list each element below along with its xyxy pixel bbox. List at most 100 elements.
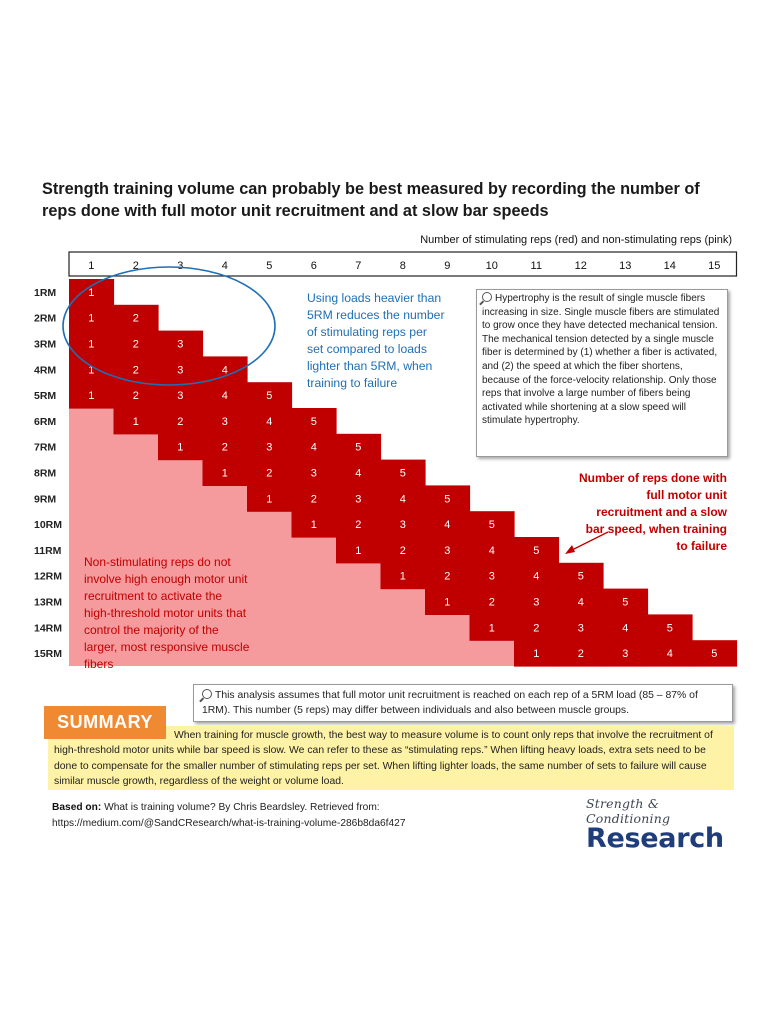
column-label: 5	[266, 260, 272, 272]
stimulating-rep-label: 2	[133, 339, 139, 351]
stimulating-cell	[469, 614, 515, 641]
stimulating-rep-label: 5	[578, 571, 584, 583]
stimulating-rep-label: 5	[400, 468, 406, 480]
stimulating-cell	[336, 537, 382, 564]
annotation-arrow-line	[569, 531, 609, 552]
stimulating-cell	[113, 382, 159, 409]
magnifier-icon	[482, 292, 492, 302]
stimulating-rep-label: 4	[222, 364, 228, 376]
stimulating-rep-label: 1	[489, 622, 495, 634]
stimulating-reps-annotation: Number of reps done with full motor unit r…	[579, 471, 728, 553]
stimulating-cell	[514, 537, 560, 564]
stimulating-rep-label: 4	[578, 597, 584, 609]
stimulating-rep-label: 5	[444, 493, 450, 505]
stimulating-rep-label: 3	[177, 364, 183, 376]
stimulating-cell	[69, 356, 115, 383]
stimulating-rep-label: 1	[444, 597, 450, 609]
row-label: 11RM	[34, 545, 62, 557]
row-label: 2RM	[34, 313, 56, 325]
stimulating-rep-label: 3	[622, 648, 628, 660]
stimulating-cell	[647, 614, 693, 641]
stimulating-rep-label: 1	[88, 339, 94, 351]
stimulating-rep-label: 1	[88, 364, 94, 376]
logo-script-text: Strength & Conditioning	[586, 796, 671, 826]
stimulating-cell	[514, 588, 560, 615]
stimulating-cell	[469, 562, 515, 590]
row-label: 15RM	[34, 648, 62, 660]
stimulating-rep-label: 3	[400, 519, 406, 531]
stimulating-cell	[247, 408, 293, 435]
assumption-note-box: This analysis assumes that full motor un…	[193, 684, 733, 722]
stimulating-cell	[202, 459, 248, 486]
stimulating-rep-label: 3	[266, 442, 272, 454]
stimulating-cell	[692, 640, 738, 667]
stimulating-rep-label: 2	[266, 468, 272, 480]
source-text: What is training volume? By Chris Beards…	[104, 802, 380, 813]
stimulating-cell	[247, 382, 293, 409]
stimulating-cell	[514, 562, 560, 590]
stimulating-cell	[247, 433, 293, 461]
stimulating-cell	[425, 511, 471, 538]
stimulating-cell	[247, 459, 293, 486]
column-label: 4	[222, 260, 228, 272]
stimulating-rep-label: 1	[222, 468, 228, 480]
stimulating-rep-label: 4	[444, 519, 450, 531]
column-label: 12	[575, 260, 587, 272]
stimulating-cell	[158, 382, 204, 409]
stimulating-rep-label: 1	[88, 390, 94, 402]
hypertrophy-info-box: Hypertrophy is the result of single musc…	[476, 289, 728, 457]
stimulating-rep-label: 3	[489, 571, 495, 583]
column-label: 8	[400, 260, 406, 272]
stimulating-rep-label: 4	[489, 545, 495, 557]
stimulating-rep-label: 2	[400, 545, 406, 557]
brand-logo: Strength & Conditioning Research	[586, 796, 736, 853]
stimulating-rep-label: 2	[311, 493, 317, 505]
stimulating-rep-label: 1	[533, 648, 539, 660]
stimulating-cell	[113, 304, 159, 332]
stimulating-cell	[425, 537, 471, 564]
stimulating-rep-label: 2	[133, 313, 139, 325]
logo-main-text: Research	[586, 823, 724, 854]
stimulating-rep-label: 1	[266, 493, 272, 505]
stimulating-rep-label: 4	[667, 648, 673, 660]
stimulating-rep-label: 4	[355, 468, 361, 480]
stimulating-rep-label: 5	[489, 519, 495, 531]
stimulating-rep-label: 2	[355, 519, 361, 531]
magnifier-icon	[202, 689, 212, 699]
stimulating-cell	[425, 562, 471, 590]
stimulating-rep-label: 4	[222, 390, 228, 402]
stimulating-cell	[380, 511, 426, 538]
column-label: 15	[708, 260, 720, 272]
column-label: 13	[619, 260, 631, 272]
stimulating-cell	[558, 640, 604, 667]
stimulating-cell	[291, 485, 337, 512]
heavy-load-annotation: Using loads heavier than 5RM reduces the …	[307, 291, 445, 390]
stimulating-rep-label: 2	[133, 364, 139, 376]
stimulating-cell	[291, 459, 337, 486]
heavy-load-ellipse	[62, 266, 276, 386]
stimulating-rep-label: 5	[711, 648, 717, 660]
stimulating-rep-label: 3	[533, 597, 539, 609]
stimulating-cell	[380, 459, 426, 486]
stimulating-rep-label: 4	[266, 416, 272, 428]
stimulating-rep-label: 5	[311, 416, 317, 428]
x-axis-caption: Number of stimulating reps (red) and non…	[420, 234, 732, 246]
stimulating-cell	[558, 562, 604, 590]
stimulating-rep-label: 1	[177, 442, 183, 454]
source-url[interactable]: https://medium.com/@SandCResearch/what-i…	[52, 818, 406, 829]
stimulating-cell	[69, 382, 115, 409]
stimulating-cell	[158, 330, 204, 357]
stimulating-cell	[247, 485, 293, 512]
stimulating-rep-label: 1	[311, 519, 317, 531]
row-label: 8RM	[34, 468, 56, 480]
stimulating-rep-label: 4	[311, 442, 317, 454]
stimulating-rep-label: 2	[533, 622, 539, 634]
stimulating-rep-label: 5	[266, 390, 272, 402]
stimulating-cell	[603, 614, 649, 641]
stimulating-cell	[558, 614, 604, 641]
stimulating-rep-label: 2	[489, 597, 495, 609]
stimulating-rep-label: 2	[133, 390, 139, 402]
source-citation: Based on: What is training volume? By Ch…	[52, 800, 406, 832]
stimulating-cell	[291, 511, 337, 538]
